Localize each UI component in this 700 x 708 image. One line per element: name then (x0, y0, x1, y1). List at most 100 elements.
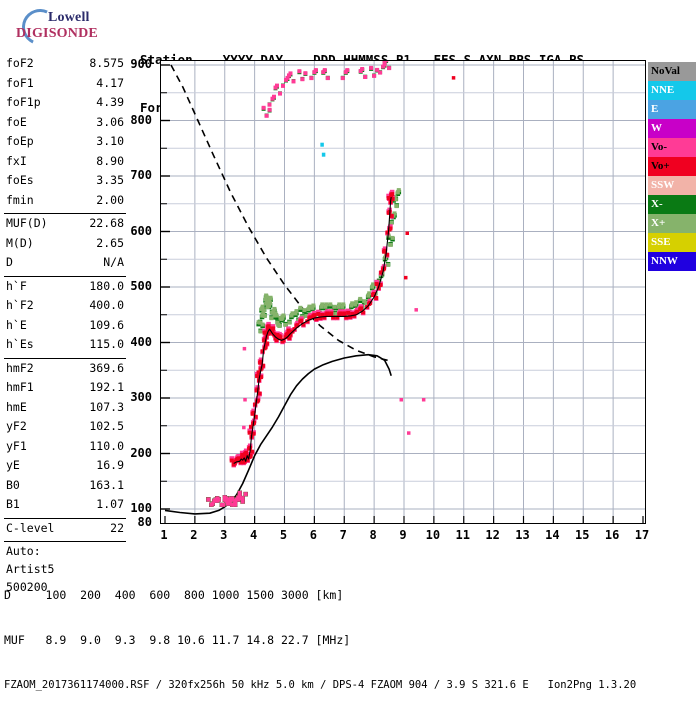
param-value: 400.0 (89, 298, 124, 312)
param-key: M(D) (6, 235, 34, 250)
param-value: 3.10 (96, 134, 124, 148)
param-row: foE 3.06 (4, 115, 126, 135)
x-axis-tick: 16 (604, 528, 620, 542)
footer-muf-row: MUF 8.9 9.0 9.3 9.8 10.6 11.7 14.8 22.7 … (4, 633, 351, 647)
param-group-frequencies: foF2 8.575 foF1 4.17 foF1p 4.39 foE 3.06 foE… (4, 56, 126, 212)
auto-label-row: Auto: (4, 544, 126, 562)
legend-item-noval[interactable]: NoVal (648, 62, 696, 81)
param-group-auto: Auto: Artist5 500200 (4, 544, 126, 598)
param-key: yF2 (6, 419, 27, 433)
y-axis-tick: 800 (130, 112, 152, 127)
param-divider (4, 357, 126, 359)
legend-item-nne[interactable]: NNE (648, 81, 696, 100)
y-axis-tick: 400 (130, 334, 152, 349)
data-layer (164, 61, 456, 515)
y-axis-tick: 900 (130, 57, 152, 71)
y-axis-tick: 80 (137, 515, 152, 529)
param-divider (4, 517, 126, 519)
param-key: hmF1 (6, 380, 34, 394)
x-axis-tick: 12 (485, 528, 500, 542)
x-axis-tick: 8 (369, 528, 377, 542)
param-value: 4.39 (96, 95, 124, 109)
param-key: hmF2 (6, 360, 34, 375)
ionogram-svg (161, 61, 645, 523)
footer-file-row: FZAOM_2017361174000.RSF / 320fx256h 50 k… (4, 679, 637, 691)
param-value: 115.0 (89, 337, 124, 351)
param-value: 110.0 (89, 438, 124, 453)
x-axis-tick: 2 (190, 528, 198, 542)
auto-name-row: Artist5 (4, 562, 126, 580)
param-row: h`E 109.6 (4, 318, 126, 338)
param-key: foF1p (6, 95, 41, 109)
legend-item-ssw[interactable]: SSW (648, 176, 696, 195)
param-value: 3.35 (96, 173, 124, 187)
param-key: foE (6, 114, 27, 129)
param-value: 4.17 (96, 75, 124, 90)
legend-item-vo-plus[interactable]: Vo+ (648, 157, 696, 176)
param-row: B1 1.07 (4, 497, 126, 517)
footer-distance-row: D 100 200 400 600 800 1000 1500 3000 [km… (4, 588, 344, 602)
param-value: 107.3 (89, 399, 124, 414)
y-axis-tick: 300 (130, 390, 152, 404)
legend-item-w[interactable]: W (648, 119, 696, 138)
auto-name: Artist5 (6, 562, 55, 576)
param-key: fmin (6, 192, 34, 207)
param-key: foEp (6, 134, 34, 148)
param-key: C-level (6, 520, 55, 535)
y-axis-tick: 500 (130, 279, 152, 293)
param-row: hmF1 192.1 (4, 380, 126, 400)
ionogram-parameter-panel: foF2 8.575 foF1 4.17 foF1p 4.39 foE 3.06 foE… (4, 56, 126, 598)
param-key: h`E (6, 317, 27, 332)
y-axis-tick: 100 (130, 501, 152, 515)
param-divider (4, 541, 126, 542)
legend-item-e[interactable]: E (648, 100, 696, 119)
auto-label: Auto: (6, 544, 41, 558)
param-key: fxI (6, 153, 27, 168)
param-divider (4, 213, 126, 214)
x-axis-tick: 13 (515, 528, 530, 542)
legend-item-nnw[interactable]: NNW (648, 252, 696, 271)
param-row: hmF2 369.6 (4, 361, 126, 381)
param-key: yF1 (6, 438, 27, 453)
param-row: foEs 3.35 (4, 173, 126, 193)
ionogram-plot[interactable] (160, 60, 646, 524)
param-row: h`Es 115.0 (4, 337, 126, 357)
y-axis-tick: 700 (130, 168, 152, 182)
grid-layer (161, 61, 645, 523)
param-row: M(D) 2.65 (4, 236, 126, 256)
param-row: D N/A (4, 255, 126, 275)
x-axis-tick: 15 (575, 528, 590, 542)
param-group-clevel: C-level 22 (4, 521, 126, 541)
param-value: 2.00 (96, 192, 124, 207)
param-row: h`F 180.0 (4, 279, 126, 299)
polarization-legend: NoVal NNE E W Vo- Vo+ SSW X- X+ SSE NNW (648, 62, 696, 271)
param-row: yF1 110.0 (4, 439, 126, 459)
param-value: 2.65 (96, 235, 124, 250)
legend-item-sse[interactable]: SSE (648, 233, 696, 252)
param-divider (4, 275, 126, 277)
x-axis-tick: 14 (545, 528, 560, 542)
auto-code: 500200 (6, 580, 48, 594)
legend-item-vo-minus[interactable]: Vo- (648, 138, 696, 157)
param-value: 180.0 (89, 278, 124, 293)
legend-item-x-plus[interactable]: X+ (648, 214, 696, 233)
param-value: 8.575 (89, 56, 124, 70)
param-row: foEp 3.10 (4, 134, 126, 154)
y-axis-tick: 200 (130, 445, 152, 460)
x-axis-tick: 6 (309, 528, 317, 542)
x-axis-tick: 3 (220, 528, 228, 542)
legend-item-x-minus[interactable]: X- (648, 195, 696, 214)
param-row: fxI 8.90 (4, 154, 126, 174)
param-value: 22 (110, 520, 124, 535)
param-value: 8.90 (96, 153, 124, 168)
param-row: foF2 8.575 (4, 56, 126, 76)
param-row: C-level 22 (4, 521, 126, 541)
param-value: 1.07 (96, 497, 124, 511)
param-key: yE (6, 458, 20, 472)
param-value: 109.6 (89, 317, 124, 332)
lowell-digisonde-logo: Lowell DIGISONDE (8, 3, 126, 51)
param-value: 163.1 (89, 477, 124, 492)
param-key: foF2 (6, 56, 34, 70)
param-key: B1 (6, 497, 20, 511)
x-axis-tick: 1 (160, 528, 168, 542)
